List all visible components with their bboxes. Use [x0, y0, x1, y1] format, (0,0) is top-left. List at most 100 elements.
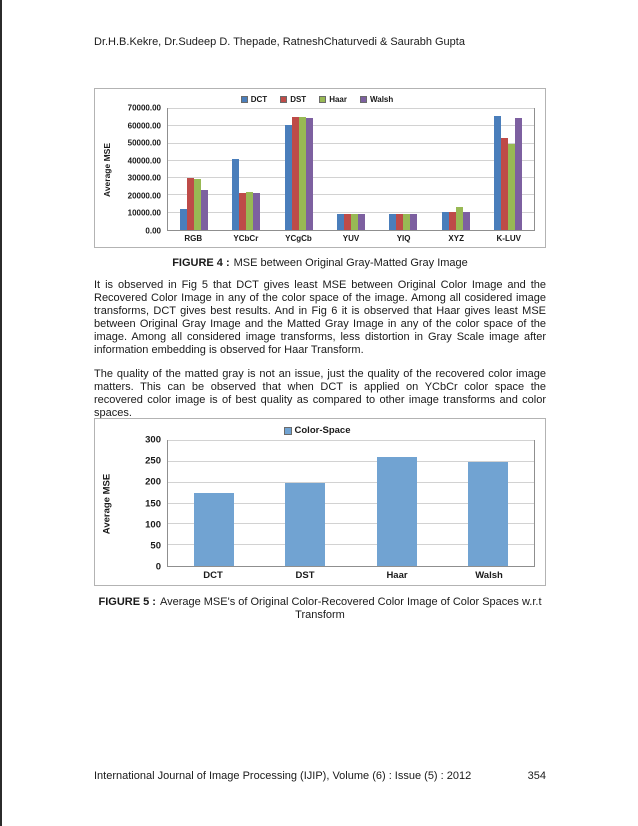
gridline: [168, 125, 534, 127]
bar-group-rgb: [168, 109, 220, 230]
bar-group-ycbcr: [220, 109, 272, 230]
y-tick-label: 20000.00: [127, 191, 161, 201]
bar-dst-ycbcr: [239, 192, 247, 230]
bar-group-dct: [168, 441, 260, 566]
legend-label: Haar: [329, 95, 347, 104]
bar-color-space-haar: [376, 456, 417, 566]
x-axis-labels: DCT DST Haar Walsh: [167, 567, 535, 581]
y-tick-label: 0: [155, 561, 161, 573]
page-footer: International Journal of Image Processin…: [94, 770, 546, 782]
x-tick-label: YIQ: [396, 234, 411, 243]
legend-label: DST: [290, 95, 307, 104]
y-axis-title-text: Average MSE: [101, 473, 113, 534]
bar-haar-rgb: [194, 179, 202, 230]
bar-dct-xyz: [441, 211, 449, 230]
chart-body: Average MSE 0 50 100 150 200 250 300 DCT DST Haar W…: [99, 435, 535, 581]
chart-legend: DCT DST Haar Walsh: [99, 94, 535, 108]
bar-dst-xyz: [448, 211, 456, 230]
bar-dct-rgb: [180, 209, 188, 230]
bar-haar-yuv: [350, 214, 358, 230]
bar-group-yiq: [377, 109, 429, 230]
x-tick-label: XYZ: [448, 234, 464, 243]
gridline: [168, 481, 534, 483]
gridline: [168, 159, 534, 161]
x-tick-label: YUV: [342, 234, 360, 243]
bar-dct-ycgcb: [284, 124, 292, 230]
page-header-authors: Dr.H.B.Kekre, Dr.Sudeep D. Thepade, Ratn…: [94, 36, 465, 48]
y-tick-label: 10000.00: [127, 208, 161, 218]
x-tick-label: K-LUV: [496, 234, 521, 243]
gridline: [168, 177, 534, 179]
bar-group-haar: [351, 441, 443, 566]
bar-group-walsh: [443, 441, 535, 566]
bar-dst-yiq: [396, 214, 404, 230]
gridline: [168, 440, 534, 441]
x-tick-label: RGB: [184, 234, 203, 243]
page-left-edge: [0, 0, 2, 826]
bar-walsh-rgb: [201, 190, 209, 230]
y-tick-label: 50000.00: [127, 138, 161, 148]
bar-haar-ycbcr: [246, 191, 254, 230]
bar-walsh-xyz: [462, 211, 470, 230]
bar-walsh-yuv: [357, 214, 365, 230]
y-tick-label: 250: [145, 455, 161, 467]
bar-dst-k-luv: [500, 138, 508, 230]
bar-dct-k-luv: [493, 115, 501, 230]
bar-group-yuv: [325, 109, 377, 230]
bar-dct-ycbcr: [232, 159, 240, 230]
legend-swatch: [319, 96, 327, 103]
y-tick-label: 60000.00: [127, 121, 161, 131]
y-tick-label: 40000.00: [127, 156, 161, 166]
bar-group-ycgcb: [273, 109, 325, 230]
gridline: [168, 460, 534, 462]
footer-page-number: 354: [527, 770, 546, 782]
legend-item: Color-Space: [283, 425, 351, 436]
legend-item: DST: [280, 95, 306, 104]
gridline: [168, 502, 534, 504]
figure5-caption: FIGURE 5 : Average MSE's of Original Colo…: [94, 596, 546, 622]
gridline: [168, 211, 534, 213]
paragraph-observation: It is observed in Fig 5 that DCT gives l…: [94, 279, 546, 356]
bar-color-space-walsh: [468, 461, 509, 566]
plot-area: [167, 108, 535, 231]
bar-dct-yuv: [336, 214, 344, 230]
bar-walsh-ycbcr: [253, 192, 261, 230]
figure4-caption-label: FIGURE 4 :: [172, 257, 230, 269]
y-axis-title: Average MSE: [99, 440, 115, 567]
legend-label: Walsh: [369, 95, 394, 104]
bar-walsh-k-luv: [514, 117, 522, 230]
y-tick-label: 150: [145, 498, 161, 509]
x-tick-label: YCgCb: [285, 234, 312, 243]
bar-color-space-dct: [193, 493, 234, 566]
gridline: [168, 523, 534, 525]
x-tick-label: DST: [295, 570, 315, 581]
paragraph-quality: The quality of the matted gray is not an…: [94, 368, 546, 419]
x-tick-label: Walsh: [475, 570, 503, 581]
legend-swatch: [283, 426, 292, 435]
bar-dst-ycgcb: [291, 116, 299, 230]
x-tick-label: DCT: [203, 570, 223, 581]
bar-walsh-ycgcb: [305, 117, 313, 230]
y-tick-label: 70000.00: [127, 103, 161, 113]
footer-journal-info: International Journal of Image Processin…: [94, 770, 472, 782]
y-axis-tick-labels: 0 50 100 150 200 250 300: [115, 435, 167, 573]
legend-item: DCT: [240, 95, 267, 104]
bar-dst-rgb: [187, 178, 195, 230]
figure5-chart: Color-Space Average MSE 0 50 100 150 200 250 300…: [94, 418, 546, 586]
bar-haar-xyz: [455, 206, 463, 230]
bar-group-xyz: [429, 109, 481, 230]
bar-dct-yiq: [389, 214, 397, 230]
gridline: [168, 142, 534, 144]
bar-walsh-yiq: [410, 214, 418, 230]
y-axis-title: Average MSE: [99, 108, 115, 231]
bar-haar-k-luv: [507, 143, 515, 230]
legend-item: Walsh: [359, 95, 394, 104]
figure4-caption: FIGURE 4 : MSE between Original Gray-Matt…: [94, 257, 546, 270]
figure5-caption-text: Average MSE's of Original Color-Recovere…: [159, 596, 542, 621]
bar-dst-yuv: [343, 214, 351, 230]
legend-label: Color-Space: [294, 425, 351, 436]
y-tick-label: 300: [145, 434, 161, 446]
x-axis-labels: RGB YCbCr YCgCb YUV YIQ XYZ K-LUV: [167, 231, 535, 243]
bar-group-dst: [260, 441, 352, 566]
legend-swatch: [280, 96, 288, 103]
